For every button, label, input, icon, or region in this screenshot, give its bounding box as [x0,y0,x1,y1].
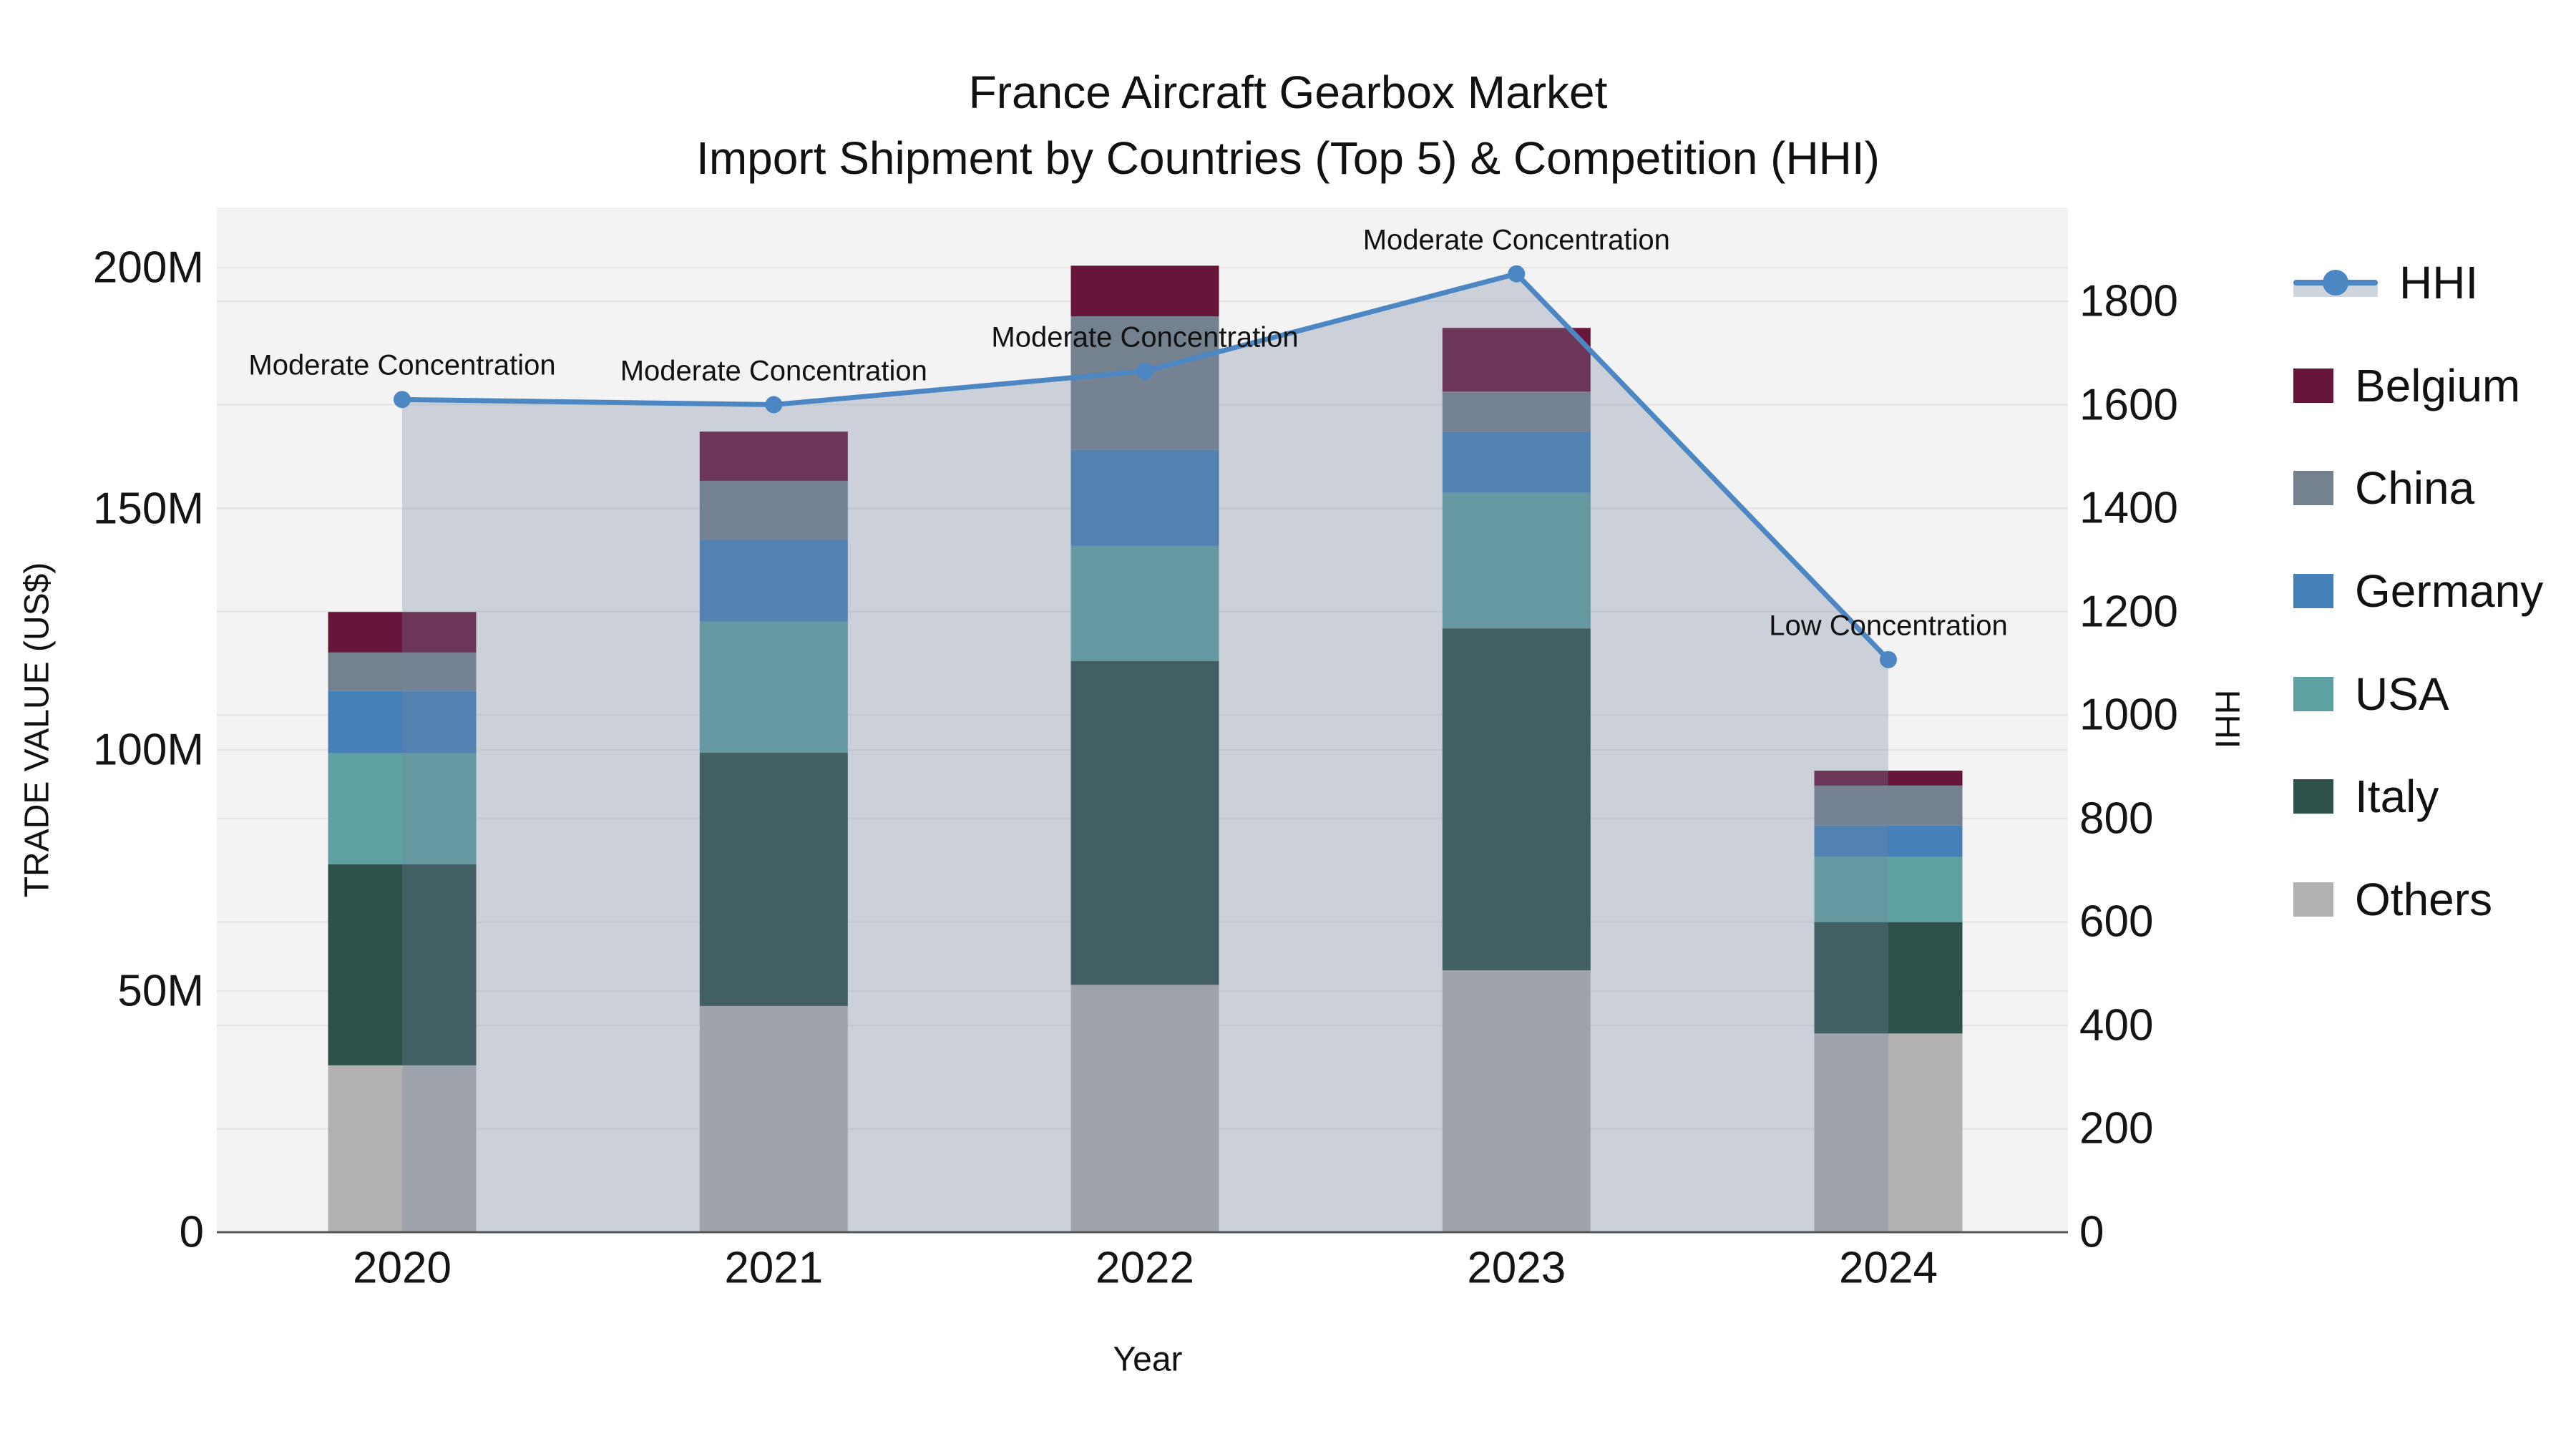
bar-segment-italy-2023[interactable] [1442,628,1591,971]
legend-item-belgium[interactable]: Belgium [2293,334,2543,437]
legend-item-italy[interactable]: Italy [2293,745,2543,848]
annotation-2020: Moderate Concentration [248,349,556,381]
bar-segment-others-2024[interactable] [1814,1033,1963,1232]
y-right-tick-800: 800 [2079,794,2154,844]
bar-segment-belgium-2024[interactable] [1814,770,1963,786]
legend-item-china[interactable]: China [2293,436,2543,540]
bar-segment-belgium-2020[interactable] [328,612,477,653]
hhi-marker-2022[interactable] [1136,362,1153,380]
y-left-tick-150M: 150M [92,484,204,534]
bar-segment-usa-2023[interactable] [1442,492,1591,629]
legend-item-germany[interactable]: Germany [2293,540,2543,643]
bar-segment-italy-2022[interactable] [1070,660,1219,985]
legend-swatch-belgium-icon [2293,368,2333,403]
hhi-area-fill [402,273,1888,1232]
bar-segment-belgium-2023[interactable] [1442,328,1591,392]
bar-segment-others-2020[interactable] [328,1065,477,1232]
annotation-2022: Moderate Concentration [991,321,1299,353]
legend-swatch-china-icon [2293,471,2333,506]
legend-swatch-usa-icon [2293,676,2333,711]
legend-item-usa[interactable]: USA [2293,643,2543,746]
bar-segment-germany-2024[interactable] [1814,825,1963,857]
legend-item-others[interactable]: Others [2293,848,2543,951]
bar-segment-others-2021[interactable] [699,1005,848,1232]
bar-segment-china-2021[interactable] [699,480,848,540]
bar-segment-belgium-2021[interactable] [699,431,848,481]
annotation-2021: Moderate Concentration [620,355,927,387]
legend-label-hhi: HHI [2399,256,2479,308]
y-left-tick-100M: 100M [92,725,204,775]
y-right-tick-600: 600 [2079,897,2154,947]
hhi-marker-2020[interactable] [394,391,411,409]
y-right-tick-1000: 1000 [2079,690,2178,740]
bar-segment-italy-2024[interactable] [1814,922,1963,1034]
legend-swatch-germany-icon [2293,573,2333,608]
hhi-marker-icon [2323,269,2348,296]
bar-segment-italy-2021[interactable] [699,753,848,1006]
bar-segment-germany-2020[interactable] [328,691,477,753]
y-right-axis-title: HHI [2207,689,2246,749]
y-right-tick-1400: 1400 [2079,483,2178,533]
bar-segment-china-2020[interactable] [328,652,477,691]
chart-title-line1: France Aircraft Gearbox Market [968,67,1608,118]
hhi-marker-2024[interactable] [1880,650,1897,668]
bar-segment-others-2023[interactable] [1442,970,1591,1232]
annotation-2023: Moderate Concentration [1362,224,1670,256]
x-tick-2023: 2023 [1467,1243,1566,1293]
x-tick-2022: 2022 [1096,1243,1194,1293]
hhi-line-swatch-icon [2293,265,2378,300]
x-tick-2021: 2021 [724,1243,824,1293]
y-right-tick-1800: 1800 [2079,276,2178,326]
chart-title-line2: Import Shipment by Countries (Top 5) & C… [696,132,1880,184]
y-left-tick-200M: 200M [92,243,204,293]
y-right-tick-400: 400 [2079,1000,2154,1050]
bar-segment-italy-2020[interactable] [328,864,477,1065]
legend-label-usa: USA [2355,668,2449,720]
y-left-tick-0: 0 [179,1207,204,1257]
legend-label-belgium: Belgium [2355,359,2521,411]
bar-segment-china-2023[interactable] [1442,391,1591,432]
y-right-tick-0: 0 [2079,1207,2104,1257]
bar-segment-germany-2022[interactable] [1070,449,1219,546]
bar-segment-germany-2023[interactable] [1442,431,1591,493]
legend-label-china: China [2355,462,2475,514]
bar-segment-china-2022[interactable] [1070,316,1219,450]
annotation-2024: Low Concentration [1769,610,2008,642]
legend-label-germany: Germany [2355,565,2544,617]
legend-swatch-italy-icon [2293,779,2333,814]
bar-segment-usa-2024[interactable] [1814,857,1963,922]
bar-segment-usa-2022[interactable] [1070,545,1219,661]
bar-segment-usa-2020[interactable] [328,753,477,864]
hhi-marker-2023[interactable] [1508,265,1526,283]
y-right-tick-200: 200 [2079,1103,2154,1153]
legend-item-hhi[interactable]: HHI [2293,231,2543,334]
legend-label-italy: Italy [2355,771,2439,823]
bar-segment-china-2024[interactable] [1814,785,1963,826]
y-left-tick-50M: 50M [117,966,204,1016]
legend-swatch-others-icon [2293,882,2333,917]
bar-segment-belgium-2022[interactable] [1070,265,1219,317]
bar-segment-germany-2021[interactable] [699,540,848,622]
x-tick-2024: 2024 [1839,1243,1938,1293]
bar-segment-others-2022[interactable] [1070,985,1219,1232]
y-left-axis-title: TRADE VALUE (US$) [18,562,57,898]
y-right-tick-1600: 1600 [2079,380,2178,430]
x-axis-title: Year [1113,1340,1183,1379]
bar-segment-usa-2021[interactable] [699,621,848,753]
legend-label-others: Others [2355,873,2493,925]
x-tick-2020: 2020 [353,1243,452,1293]
y-right-tick-1200: 1200 [2079,587,2178,637]
legend: HHI Belgium China Germany USA Italy Others [2293,231,2543,951]
hhi-marker-2021[interactable] [765,396,783,414]
